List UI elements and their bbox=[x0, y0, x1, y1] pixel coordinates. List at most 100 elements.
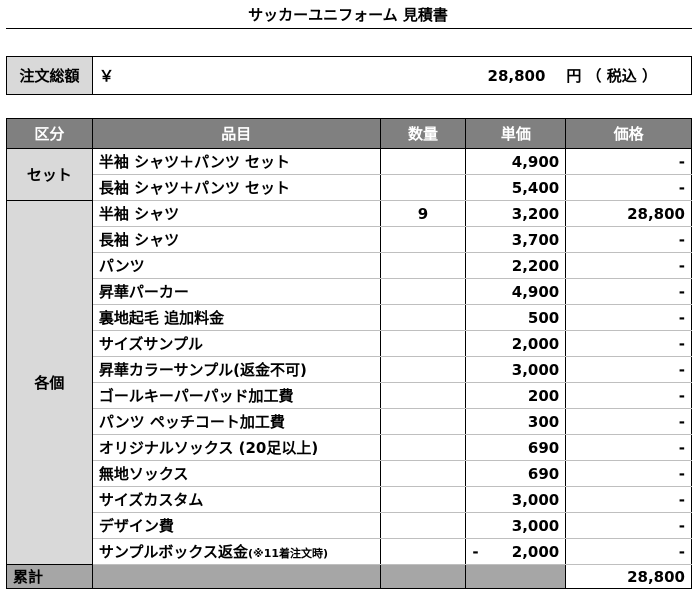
unit-price: 3,700 bbox=[465, 226, 567, 253]
quantity-cell[interactable] bbox=[379, 252, 467, 279]
table-row: 昇華カラーサンプル(返金不可) 3,000 - bbox=[7, 356, 692, 383]
header-item: 品目 bbox=[91, 118, 381, 149]
price: - bbox=[565, 252, 692, 279]
price: - bbox=[565, 304, 692, 331]
item-name: オリジナルソックス (20足以上) bbox=[91, 434, 381, 461]
page-title: サッカーユニフォーム 見積書 bbox=[248, 6, 448, 24]
quantity-cell[interactable] bbox=[379, 382, 467, 409]
item-name: 昇華パーカー bbox=[91, 278, 381, 305]
header-quantity: 数量 bbox=[379, 118, 467, 149]
item-name: サンプルボックス返金 bbox=[98, 543, 248, 561]
order-total-row: 注文総額 ￥ 28,800 円 （ 税込 ） bbox=[6, 56, 692, 95]
quantity-cell[interactable] bbox=[379, 304, 467, 331]
table-row: パンツ ペッチコート加工費 300 - bbox=[7, 408, 692, 435]
header-category: 区分 bbox=[6, 118, 93, 149]
quantity-cell[interactable] bbox=[379, 538, 467, 565]
table-row: デザイン費 3,000 - bbox=[7, 512, 692, 539]
quantity-cell[interactable] bbox=[379, 408, 467, 435]
quantity-cell[interactable] bbox=[379, 148, 467, 175]
quantity-cell[interactable] bbox=[379, 434, 467, 461]
unit-price: 4,900 bbox=[465, 148, 567, 175]
item-name: 昇華カラーサンプル(返金不可) bbox=[91, 356, 381, 383]
table-row: サイズサンプル 2,000 - bbox=[7, 330, 692, 357]
sum-price: 28,800 bbox=[565, 564, 692, 589]
table-row: 長袖 シャツ 3,700 - bbox=[7, 226, 692, 253]
price: - bbox=[565, 226, 692, 253]
price: - bbox=[565, 174, 692, 201]
quantity-cell[interactable] bbox=[379, 356, 467, 383]
table-row: オリジナルソックス (20足以上) 690 - bbox=[7, 434, 692, 461]
unit-price: 3,000 bbox=[465, 512, 567, 539]
sum-label: 累計 bbox=[6, 564, 93, 589]
header-price: 価格 bbox=[565, 118, 692, 149]
quantity-cell[interactable] bbox=[379, 226, 467, 253]
item-name: デザイン費 bbox=[91, 512, 381, 539]
quantity-cell[interactable] bbox=[379, 460, 467, 487]
price: - bbox=[565, 148, 692, 175]
category-set: セット bbox=[6, 148, 93, 201]
unit-price: 500 bbox=[465, 304, 567, 331]
estimate-table: 区分 品目 数量 単価 価格 セット 半袖 シャツ＋パンツ セット 4,900 … bbox=[6, 118, 692, 589]
item-name: パンツ bbox=[91, 252, 381, 279]
price: - bbox=[565, 460, 692, 487]
unit-price: 300 bbox=[465, 408, 567, 435]
table-row: 無地ソックス 690 - bbox=[7, 460, 692, 487]
unit-price: 3,200 bbox=[465, 200, 567, 227]
order-total-table: 注文総額 ￥ 28,800 円 （ 税込 ） bbox=[6, 56, 692, 95]
unit-price: 2,000 bbox=[465, 330, 567, 357]
quantity-cell[interactable] bbox=[379, 486, 467, 513]
item-name: パンツ ペッチコート加工費 bbox=[91, 408, 381, 435]
price: - bbox=[565, 512, 692, 539]
price: - bbox=[565, 382, 692, 409]
item-note: (※11着注文時) bbox=[247, 547, 329, 560]
unit-price: 3,000 bbox=[465, 356, 567, 383]
table-row: 各個 半袖 シャツ 9 3,200 28,800 bbox=[6, 200, 692, 565]
unit-price-sign: - bbox=[472, 542, 479, 561]
price: - bbox=[565, 356, 692, 383]
quantity-cell[interactable]: 9 bbox=[379, 200, 467, 227]
unit-price: 3,000 bbox=[465, 486, 567, 513]
item-name: ゴールキーパーパッド加工費 bbox=[91, 382, 381, 409]
table-row: セット 半袖 シャツ＋パンツ セット 4,900 - bbox=[6, 148, 692, 201]
price: - bbox=[565, 408, 692, 435]
item-name: 無地ソックス bbox=[91, 460, 381, 487]
price: - bbox=[565, 538, 692, 565]
unit-price: 5,400 bbox=[465, 174, 567, 201]
table-row: サンプルボックス返金(※11着注文時) - 2,000 - bbox=[7, 538, 692, 565]
table-row: パンツ 2,200 - bbox=[7, 252, 692, 279]
sum-filler bbox=[379, 564, 467, 589]
unit-price: 2,000 bbox=[511, 542, 560, 561]
item-name: 半袖 シャツ bbox=[91, 200, 381, 227]
currency-symbol: ￥ bbox=[92, 56, 473, 95]
price: - bbox=[565, 434, 692, 461]
item-name: 裏地起毛 追加料金 bbox=[91, 304, 381, 331]
title-underline bbox=[6, 28, 692, 29]
item-name: サイズサンプル bbox=[91, 330, 381, 357]
item-name: 長袖 シャツ bbox=[91, 226, 381, 253]
unit-price: 200 bbox=[465, 382, 567, 409]
table-row: 長袖 シャツ＋パンツ セット 5,400 - bbox=[7, 174, 692, 201]
header-unit-price: 単価 bbox=[465, 118, 567, 149]
unit-price: 690 bbox=[465, 434, 567, 461]
sum-filler bbox=[91, 564, 381, 589]
unit-price-cell: - 2,000 bbox=[465, 538, 567, 565]
item-name: 半袖 シャツ＋パンツ セット bbox=[91, 148, 381, 175]
price: 28,800 bbox=[565, 200, 692, 227]
price: - bbox=[565, 486, 692, 513]
item-name: サイズカスタム bbox=[91, 486, 381, 513]
unit-price: 690 bbox=[465, 460, 567, 487]
sum-filler bbox=[465, 564, 567, 589]
table-row: 裏地起毛 追加料金 500 - bbox=[7, 304, 692, 331]
sum-row: 累計 28,800 bbox=[6, 564, 692, 589]
estimate-header-row: 区分 品目 数量 単価 価格 bbox=[6, 118, 692, 149]
quantity-cell[interactable] bbox=[379, 278, 467, 305]
table-row: ゴールキーパーパッド加工費 200 - bbox=[7, 382, 692, 409]
quantity-cell[interactable] bbox=[379, 512, 467, 539]
order-total-label: 注文総額 bbox=[6, 56, 93, 95]
table-row: 昇華パーカー 4,900 - bbox=[7, 278, 692, 305]
unit-price: 2,200 bbox=[465, 252, 567, 279]
order-total-amount-cell: 28,800 円 （ 税込 ） bbox=[472, 56, 692, 95]
quantity-cell[interactable] bbox=[379, 330, 467, 357]
item-name-cell: サンプルボックス返金(※11着注文時) bbox=[91, 538, 381, 565]
quantity-cell[interactable] bbox=[379, 174, 467, 201]
